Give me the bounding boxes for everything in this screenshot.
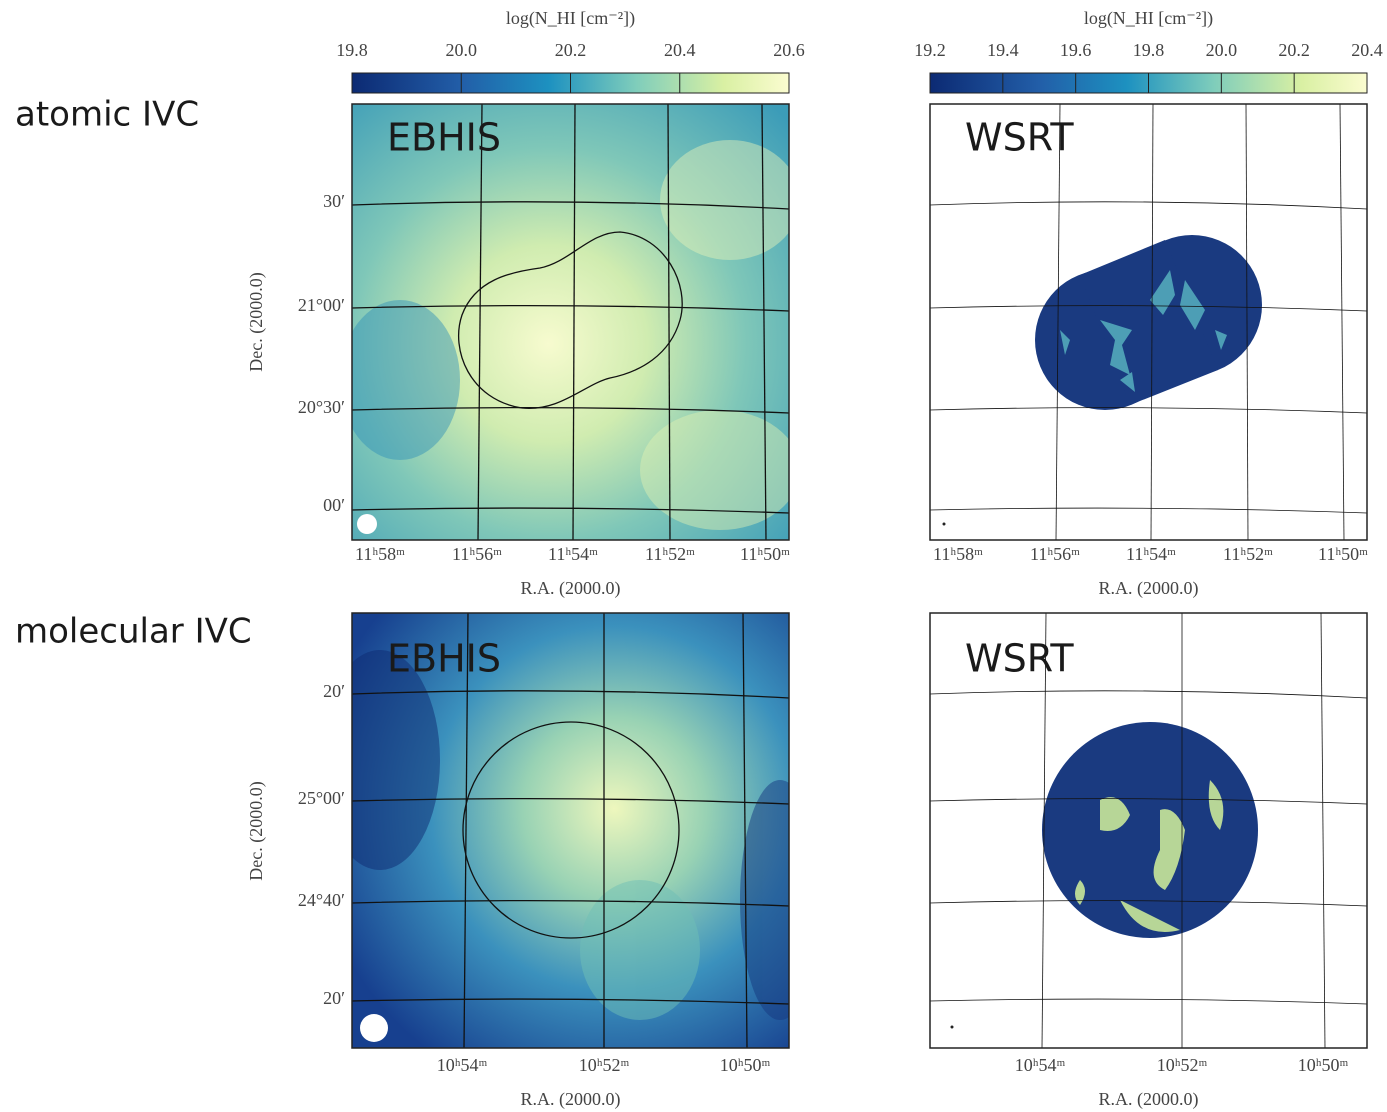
colorbar-tick-label: 20.0 (446, 40, 478, 60)
panel-label: EBHIS (387, 116, 501, 160)
colorbar-tick-label: 20.2 (555, 40, 587, 60)
ra-tick-label: 10ʰ54ᵐ (437, 1055, 488, 1075)
ra-tick-label: 11ʰ58ᵐ (933, 544, 983, 564)
dec-tick-label: 00′ (323, 495, 345, 515)
ra-tick-label: 11ʰ54ᵐ (1126, 544, 1176, 564)
panel-label: WSRT (965, 637, 1074, 681)
ra-tick-label: 11ʰ52ᵐ (1223, 544, 1273, 564)
colorbar-tick-label: 20.2 (1278, 40, 1310, 60)
colorbar-tick-label: 20.0 (1206, 40, 1238, 60)
ra-tick-label: 11ʰ52ᵐ (645, 544, 695, 564)
panel-label: WSRT (965, 116, 1074, 160)
x-axis-label: R.A. (2000.0) (1099, 578, 1199, 599)
dec-tick-label: 21°00′ (298, 295, 345, 315)
ra-tick-label: 11ʰ54ᵐ (548, 544, 598, 564)
x-axis-label: R.A. (2000.0) (1099, 1089, 1199, 1110)
panel-label: EBHIS (387, 637, 501, 681)
colorbar-tick-label: 19.2 (914, 40, 946, 60)
figure: log(N_HI [cm⁻²]) 19.8 20.0 20.2 20.4 20.6 log(… (0, 0, 1387, 1112)
colorbar-label: log(N_HI [cm⁻²]) (506, 8, 635, 29)
colorbar-tick-label: 19.8 (336, 40, 368, 60)
ra-tick-label: 10ʰ52ᵐ (579, 1055, 630, 1075)
wsrt-map (930, 104, 1367, 1048)
ra-tick-label: 10ʰ50ᵐ (720, 1055, 771, 1075)
ra-tick-label: 10ʰ50ᵐ (1298, 1055, 1349, 1075)
y-axis-label: Dec. (2000.0) (246, 272, 267, 371)
ra-tick-label: 11ʰ56ᵐ (452, 544, 502, 564)
ra-tick-label: 11ʰ50ᵐ (1318, 544, 1368, 564)
dec-tick-label: 24°40′ (298, 890, 345, 910)
x-axis-label: R.A. (2000.0) (521, 578, 621, 599)
dec-tick-label: 30′ (323, 191, 345, 211)
colorbar-tick-label: 20.6 (773, 40, 805, 60)
row-label: molecular IVC (15, 612, 252, 652)
dec-tick-label: 20°30′ (298, 397, 345, 417)
dec-tick-label: 20′ (323, 988, 345, 1008)
x-axis-label: R.A. (2000.0) (521, 1089, 621, 1110)
row-label: atomic IVC (15, 95, 199, 135)
colorbar-tick-label: 19.4 (987, 40, 1019, 60)
colorbar-tick-label: 20.4 (664, 40, 696, 60)
dec-tick-label: 25°00′ (298, 788, 345, 808)
y-axis-label: Dec. (2000.0) (246, 781, 267, 880)
colorbar-tick-label: 19.6 (1060, 40, 1092, 60)
ra-tick-label: 10ʰ52ᵐ (1157, 1055, 1208, 1075)
colorbar-tick-label: 19.8 (1133, 40, 1165, 60)
ra-tick-label: 11ʰ58ᵐ (355, 544, 405, 564)
colorbar-label: log(N_HI [cm⁻²]) (1084, 8, 1213, 29)
colorbar-tick-label: 20.4 (1351, 40, 1383, 60)
ra-tick-label: 11ʰ50ᵐ (740, 544, 790, 564)
ra-tick-label: 11ʰ56ᵐ (1030, 544, 1080, 564)
dec-tick-label: 20′ (323, 681, 345, 701)
ra-tick-label: 10ʰ54ᵐ (1015, 1055, 1066, 1075)
ebhis-map (320, 104, 820, 1048)
